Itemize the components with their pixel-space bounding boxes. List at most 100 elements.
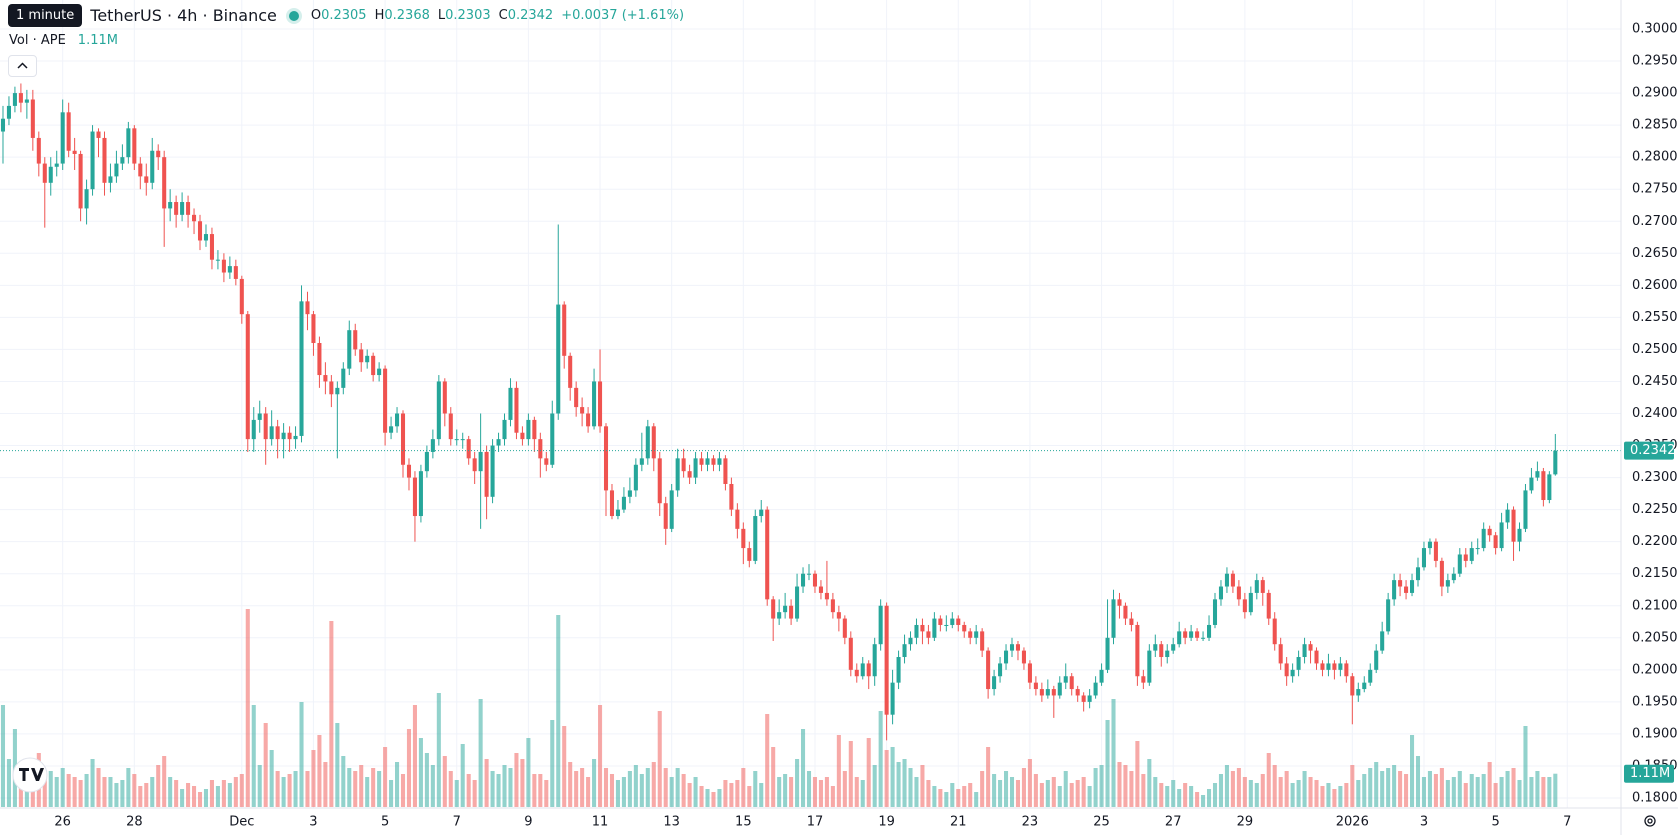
candle-body <box>950 618 955 625</box>
candle-body <box>574 387 579 408</box>
volume-bar <box>896 762 901 807</box>
volume-bar <box>1487 762 1492 807</box>
volume-bar <box>962 786 967 807</box>
candle-body <box>1248 592 1253 613</box>
volume-bar <box>514 753 519 807</box>
candle-body <box>538 439 543 459</box>
candle-body <box>1129 618 1134 625</box>
candle-body <box>1117 599 1122 606</box>
volume-bar <box>1207 789 1212 807</box>
candle-body <box>532 419 537 440</box>
price-tag-label: 0.2342 <box>1630 443 1676 458</box>
volume-bar <box>317 735 322 807</box>
candle-body <box>341 368 346 388</box>
candle-body <box>436 381 441 440</box>
candle-body <box>359 349 364 363</box>
volume-bar <box>1410 735 1415 807</box>
ohlc: O0.2305 H0.2368 L0.2303 C0.2342 +0.0037 … <box>311 8 684 23</box>
volume-bar <box>162 756 167 807</box>
volume-bar <box>836 735 841 807</box>
price-tag <box>1624 441 1674 460</box>
volume-bar <box>741 768 746 807</box>
candle-body <box>275 426 280 440</box>
candle-body <box>102 137 107 183</box>
volume-bar <box>496 774 501 807</box>
volume-bar <box>1135 741 1140 807</box>
candle-body <box>1165 650 1170 658</box>
candle-body <box>878 605 883 645</box>
collapse-button[interactable] <box>8 55 37 77</box>
volume-bar <box>717 789 722 807</box>
volume-bar <box>1165 786 1170 807</box>
candle-body <box>1547 474 1552 501</box>
candle-body <box>257 413 262 420</box>
volume-bar <box>1201 795 1206 807</box>
tooltip: 1 minute <box>8 4 83 27</box>
volume-bar <box>102 777 107 807</box>
candle-body <box>186 202 191 215</box>
candle-body <box>1183 631 1188 638</box>
volume-bar <box>1230 771 1235 807</box>
candle-body <box>353 330 358 350</box>
candle-body <box>1320 663 1325 670</box>
y-tick-label: 0.1800 <box>1632 791 1678 806</box>
volume-bar <box>1398 771 1403 807</box>
volume-bar <box>412 705 417 807</box>
candle-body <box>54 163 59 167</box>
volume-bar <box>1356 780 1361 807</box>
candle-body <box>478 451 483 472</box>
x-tick-label: 23 <box>1022 815 1039 830</box>
candle-body <box>1493 535 1498 549</box>
volume-bar <box>765 714 770 807</box>
volume-bar <box>1177 789 1182 807</box>
volume-bar <box>675 768 680 807</box>
volume-bar <box>1218 774 1224 807</box>
volume-bar <box>657 711 662 807</box>
candle-body <box>84 189 89 209</box>
candle-body <box>1087 695 1092 702</box>
volume-bar <box>574 771 579 807</box>
settings-icon[interactable] <box>1644 815 1656 827</box>
candle-body <box>1207 624 1212 638</box>
logo[interactable] <box>12 757 48 793</box>
candle-body <box>1290 669 1295 677</box>
ohlc-value: 0.2342 <box>507 8 554 23</box>
symbol-title[interactable]: TetherUS · 4h · Binance <box>90 6 277 25</box>
volume-bar <box>430 765 435 807</box>
volume-bar <box>944 792 949 807</box>
volume-name: Vol · APE <box>9 33 66 48</box>
volume-bar <box>436 693 441 807</box>
volume-bar <box>1475 777 1480 807</box>
volume-bar <box>0 705 6 807</box>
volume-bar <box>1278 777 1283 807</box>
volume-pane <box>0 609 1558 807</box>
candle-body <box>1374 650 1379 670</box>
volume-bar <box>1093 768 1098 807</box>
volume-bar <box>932 786 937 807</box>
volume-bar <box>998 780 1003 807</box>
candle-body <box>484 451 489 497</box>
volume-bar <box>1404 774 1409 807</box>
volume-bar <box>866 738 871 807</box>
volume-tag <box>1624 764 1674 783</box>
x-tick-label: 11 <box>592 815 609 830</box>
volume-bar <box>1332 789 1337 807</box>
candle-body <box>1260 580 1265 593</box>
y-tick-label: 0.2500 <box>1632 342 1678 357</box>
volume-bar <box>687 783 692 807</box>
candle-body <box>1362 682 1367 690</box>
candle-body <box>24 99 29 103</box>
volume-bar <box>42 774 47 807</box>
volume-bar <box>1015 780 1021 807</box>
candle-body <box>1177 631 1182 645</box>
candle-body <box>42 163 47 183</box>
volume-bar <box>568 762 573 807</box>
volume-bar <box>1081 777 1086 807</box>
volume-bar <box>1242 777 1247 807</box>
candle-body <box>1487 528 1492 536</box>
volume-bar <box>221 780 226 807</box>
volume-bar <box>795 759 800 807</box>
y-tick-label: 0.2100 <box>1632 598 1678 613</box>
x-tick-label: 19 <box>878 815 895 830</box>
